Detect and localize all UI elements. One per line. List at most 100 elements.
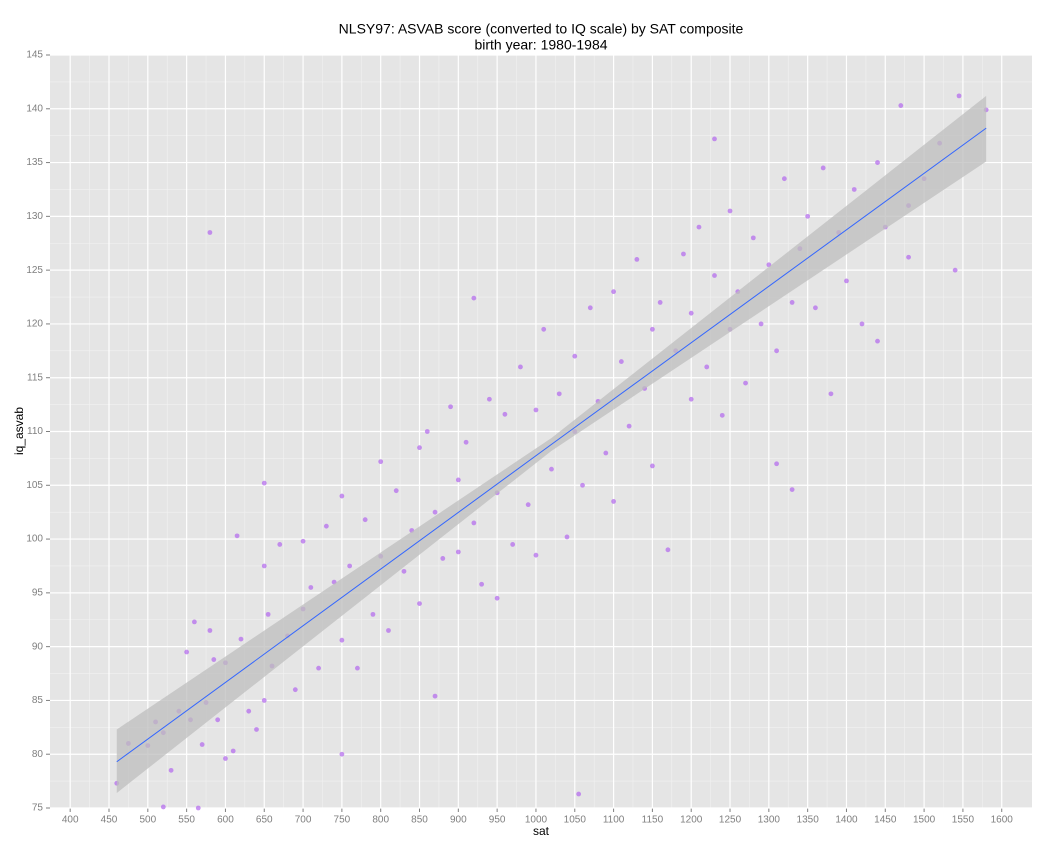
point [906,254,911,260]
point [486,396,492,402]
x-tick-label: 1600 [991,815,1014,826]
x-tick-label: 650 [256,815,273,826]
x-tick-label: 850 [411,815,428,826]
y-tick-label: 140 [26,103,43,114]
point [956,93,962,99]
point [401,568,407,574]
x-tick-label: 400 [62,815,79,826]
point [463,439,469,445]
point [952,267,958,273]
point [207,628,213,633]
y-tick-label: 90 [32,641,44,652]
point [347,563,353,569]
point [875,160,880,165]
point [634,256,640,262]
point [657,300,663,305]
point [199,742,205,747]
y-tick-label: 95 [32,587,44,598]
point [611,289,616,295]
point [525,502,531,508]
point [502,411,508,417]
x-tick-label: 950 [489,815,506,826]
x-tick-label: 1150 [642,815,664,826]
y-tick-label: 135 [26,157,43,168]
point [766,262,772,268]
x-tick-label: 500 [139,815,156,826]
y-tick-label: 125 [26,265,43,276]
point [417,445,422,451]
point [719,412,725,418]
x-tick-label: 800 [372,815,389,826]
x-tick-label: 450 [101,815,118,826]
point [370,611,376,617]
point [518,364,523,370]
point [207,230,213,235]
y-tick-label: 105 [26,480,43,491]
point [820,165,826,171]
y-tick-label: 80 [32,749,44,760]
point [160,804,166,810]
point [510,542,516,547]
point [292,687,298,693]
x-tick-label: 1550 [952,815,975,826]
point [696,224,702,230]
point [471,520,477,526]
point [626,423,632,429]
point [618,359,624,364]
chart-title: NLSY97: ASVAB score (converted to IQ sca… [339,21,744,37]
point [448,404,453,410]
point [386,628,391,633]
point [230,748,236,754]
y-axis-label: iq_asvab [12,407,26,455]
x-tick-label: 1450 [874,815,897,826]
point [611,499,616,504]
point [191,619,197,625]
x-tick-label: 700 [295,815,312,826]
point [572,353,578,359]
point [234,533,240,539]
point [455,549,461,555]
point [580,482,585,488]
x-tick-label: 1500 [913,815,936,826]
y-tick-label: 100 [26,534,43,545]
point [424,429,430,434]
point [339,493,345,499]
x-tick-label: 1050 [564,815,587,826]
point [215,717,221,723]
y-tick-label: 75 [32,803,44,814]
point [805,213,811,219]
x-tick-label: 1200 [680,815,703,826]
x-tick-label: 600 [217,815,234,826]
point [587,305,593,311]
point [211,657,217,662]
point [533,552,539,558]
point [556,391,562,397]
point [789,300,795,305]
point [339,751,345,757]
point [603,450,609,456]
point [898,103,904,108]
point [265,611,271,617]
point [758,321,764,327]
point [362,517,368,523]
point [688,310,694,316]
point [789,487,795,492]
point [494,595,500,601]
y-tick-label: 145 [26,50,43,61]
point [168,767,174,773]
point [649,326,655,332]
chart-subtitle: birth year: 1980-1984 [474,37,607,53]
y-tick-label: 130 [26,211,43,222]
point [813,305,818,311]
point [254,727,259,732]
point [750,235,756,241]
y-tick-label: 120 [26,319,43,330]
x-tick-label: 1300 [758,815,781,826]
point [712,136,717,142]
point [859,321,865,327]
point [774,348,780,354]
point [851,187,857,192]
x-tick-label: 1000 [525,815,548,826]
point [316,665,321,671]
point [261,698,267,703]
